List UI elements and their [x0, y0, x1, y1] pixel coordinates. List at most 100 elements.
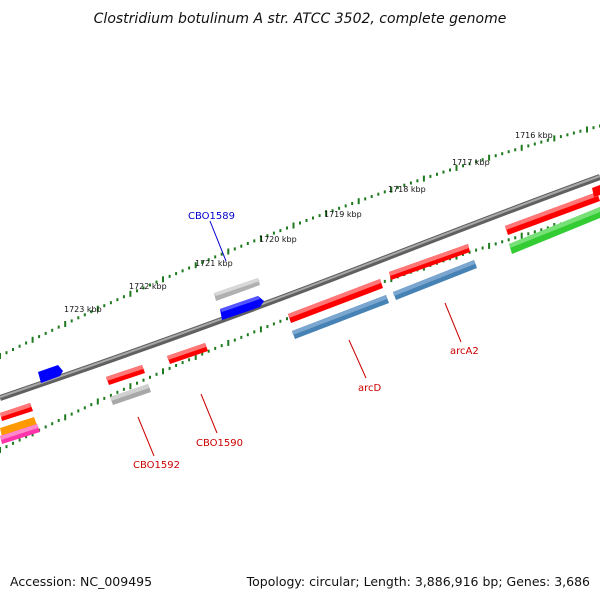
scale-dot — [455, 164, 458, 171]
scale-dot — [253, 239, 256, 243]
scale-dot — [5, 445, 8, 449]
scale-dot — [44, 331, 47, 335]
gene-feature[interactable] — [393, 260, 475, 296]
scale-dot — [77, 409, 80, 413]
scale-dot — [116, 298, 119, 302]
gene-feature[interactable] — [389, 244, 469, 276]
scale-dot — [136, 289, 138, 293]
scale-dot — [90, 403, 93, 407]
tick-label: 1719 kbp — [324, 210, 362, 219]
scale-dot — [409, 181, 412, 185]
scale-dot — [240, 335, 243, 339]
scale-dot — [357, 198, 360, 205]
scale-dot — [57, 419, 60, 422]
scale-dot — [142, 378, 145, 382]
scale-dot — [96, 305, 99, 312]
scale-dot — [201, 352, 204, 356]
scale-dot — [5, 351, 8, 355]
scale-ticks-outer — [0, 124, 600, 359]
scale-dot — [109, 393, 112, 397]
scale-dot — [403, 183, 406, 187]
scale-dot — [488, 154, 491, 161]
scale-dot — [253, 330, 256, 334]
scale-dot — [520, 232, 523, 239]
scale-dot — [188, 358, 191, 362]
scale-dot — [44, 425, 47, 429]
gene-feature[interactable] — [592, 185, 600, 197]
scale-dot — [546, 226, 549, 230]
gene-label-arca2[interactable]: arcA2 — [450, 346, 479, 357]
scale-dot — [207, 349, 210, 353]
scale-dot — [566, 133, 569, 137]
scale-dot — [83, 313, 86, 317]
gene-label-cbo1589[interactable]: CBO1589 — [188, 211, 235, 222]
scale-dot — [181, 361, 184, 365]
scale-dot — [266, 325, 269, 329]
accession-text: Accession: NC_009495 — [10, 574, 152, 589]
scale-dot — [449, 168, 451, 172]
scale-dot — [553, 135, 556, 142]
tick-label: 1718 kbp — [388, 185, 426, 194]
scale-dot — [266, 234, 269, 238]
scale-dot — [559, 135, 562, 139]
gene-feature[interactable] — [0, 424, 38, 440]
scale-dot — [181, 269, 184, 273]
gene-feature[interactable] — [106, 365, 143, 381]
scale-dot — [0, 447, 1, 453]
scale-dot — [462, 164, 464, 168]
gene-feature[interactable] — [505, 192, 598, 230]
gene-feature[interactable] — [509, 207, 600, 248]
scale-dot — [175, 272, 178, 276]
gene-feature[interactable] — [220, 296, 264, 320]
scale-dot — [240, 244, 243, 248]
scale-dot — [38, 335, 41, 339]
scale-dot — [475, 160, 478, 164]
scale-dot — [70, 412, 73, 416]
gene-label-arcd[interactable]: arcD — [358, 383, 382, 394]
scale-dot — [279, 319, 282, 323]
scale-dot — [259, 235, 262, 242]
scale-dot — [96, 398, 99, 405]
scale-dot — [383, 279, 386, 283]
gene-label-cbo1592[interactable]: CBO1592 — [133, 460, 180, 471]
scale-dot — [501, 152, 504, 156]
gene-feature[interactable] — [0, 403, 31, 417]
scale-dot — [364, 197, 367, 201]
scale-dot — [292, 222, 295, 229]
scale-dot — [272, 231, 275, 235]
scale-dot — [494, 242, 497, 246]
scale-dot — [481, 158, 484, 162]
gene-feature[interactable] — [0, 417, 37, 437]
gene-feature[interactable] — [220, 296, 260, 312]
scale-tick-labels: 1716 kbp 1717 kbp 1718 kbp 1719 kbp 1720… — [64, 131, 553, 314]
scale-dot — [129, 383, 132, 390]
scale-dot — [51, 328, 54, 332]
leader-line — [348, 339, 367, 379]
gene-label-leaders — [137, 220, 462, 457]
scale-dot — [207, 258, 210, 262]
scale-dot — [533, 230, 536, 234]
gene-label-cbo1590[interactable]: CBO1590 — [196, 438, 243, 449]
gene-feature[interactable] — [214, 278, 260, 296]
leader-line — [209, 220, 227, 262]
gene-feature[interactable] — [288, 279, 381, 318]
scale-dot — [233, 338, 236, 342]
forward-genes — [0, 185, 600, 421]
scale-dot — [122, 387, 125, 391]
scale-dot — [312, 216, 314, 220]
scale-dot — [103, 396, 106, 400]
scale-dot — [299, 221, 301, 225]
gene-feature[interactable] — [167, 343, 206, 360]
scale-dot — [77, 316, 80, 320]
scale-dot — [488, 242, 491, 249]
gene-feature[interactable] — [110, 384, 149, 401]
gene-feature[interactable] — [38, 365, 63, 383]
leader-line — [200, 393, 218, 434]
gene-feature[interactable] — [292, 295, 387, 335]
scale-dot — [168, 366, 171, 370]
scale-dot — [162, 368, 164, 375]
scale-dot — [149, 375, 151, 379]
scale-dot — [162, 276, 164, 283]
tick-label: 1723 kbp — [64, 305, 102, 314]
